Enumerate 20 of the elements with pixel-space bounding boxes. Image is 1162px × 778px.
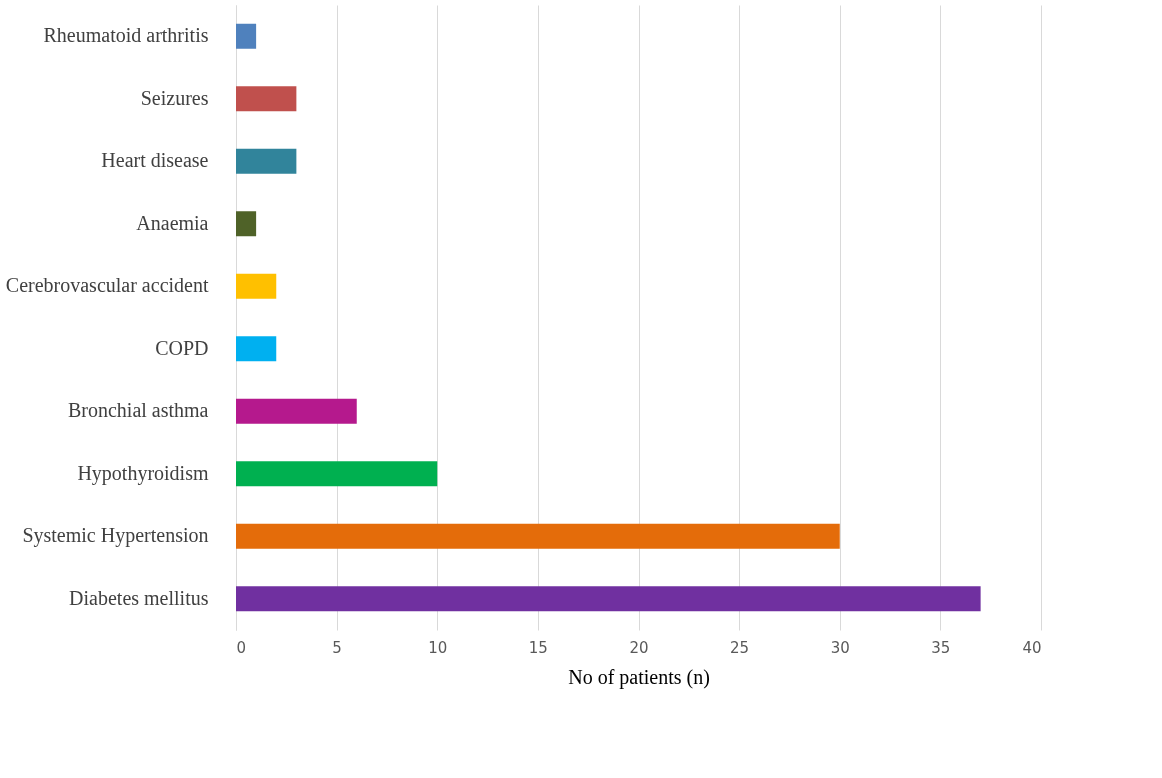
x-tick-label: 20: [629, 638, 649, 657]
x-axis-title: No of patients (n): [568, 665, 710, 689]
y-tick-label: Rheumatoid arthritis: [43, 24, 209, 47]
y-tick-label: COPD: [155, 336, 209, 359]
x-tick-label: 10: [428, 638, 448, 657]
y-tick-label: Hypothyroidism: [77, 461, 209, 485]
x-tick-label: 35: [931, 638, 951, 657]
y-tick-label: Cerebrovascular accident: [5, 274, 209, 297]
y-tick-label: Diabetes mellitus: [69, 586, 209, 609]
y-tick-label: Heart disease: [101, 149, 209, 172]
x-tick-label: 40: [1022, 638, 1042, 657]
x-tick-label: 25: [730, 638, 750, 657]
y-tick-label: Seizures: [140, 86, 209, 109]
x-tick-label: 15: [528, 638, 548, 657]
x-tick-label: 30: [830, 638, 850, 657]
x-tick-label: 0: [236, 638, 247, 657]
y-tick-label: Systemic Hypertension: [22, 524, 209, 548]
y-tick-label: Bronchial asthma: [67, 399, 209, 422]
y-tick-label: Anaemia: [136, 211, 209, 234]
x-tick-label: 5: [332, 638, 342, 657]
